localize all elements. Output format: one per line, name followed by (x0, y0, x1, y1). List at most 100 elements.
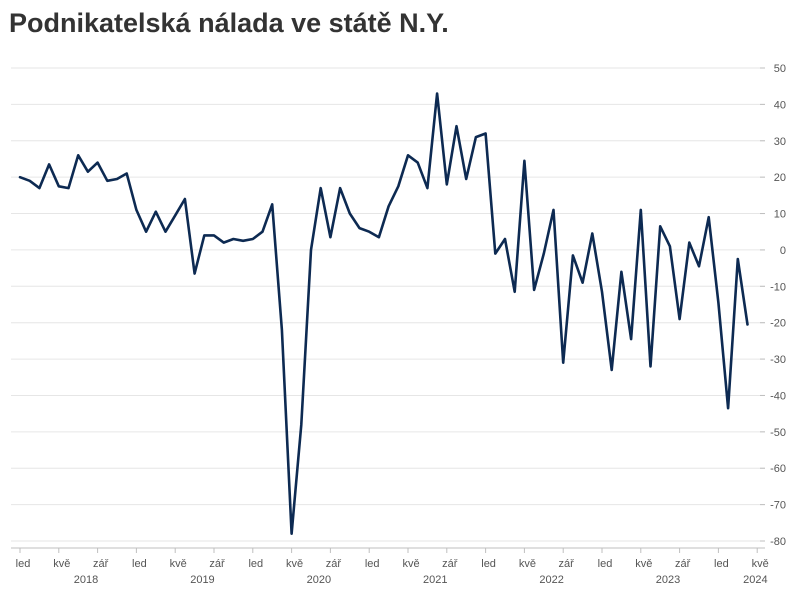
data-point (281, 329, 283, 331)
y-tick-label: -70 (770, 500, 786, 512)
series (18, 92, 749, 536)
data-point (261, 231, 263, 233)
data-point (514, 291, 516, 293)
data-point (611, 369, 613, 371)
data-point (58, 185, 60, 187)
data-point (737, 258, 739, 260)
data-point (630, 338, 632, 340)
data-point (678, 318, 680, 320)
data-point (465, 178, 467, 180)
gridlines (11, 67, 765, 542)
x-tick-label: zář (93, 558, 109, 570)
data-point (426, 187, 428, 189)
x-tick-label: zář (442, 558, 458, 570)
y-tick-label: -60 (770, 463, 786, 475)
y-tick-label: -30 (770, 354, 786, 366)
x-year-label: 2022 (539, 574, 563, 586)
x-year-label: 2023 (656, 574, 680, 586)
x-year-label: 2021 (423, 574, 447, 586)
data-point (106, 180, 108, 182)
data-point (543, 252, 545, 254)
x-year-label: 2018 (74, 574, 98, 586)
data-point (193, 272, 195, 274)
x-tick-label: led (714, 558, 729, 570)
x-year-label: 2024 (743, 574, 767, 586)
y-tick-label: 10 (774, 209, 786, 221)
data-point (135, 209, 137, 211)
data-point (378, 236, 380, 238)
series-line (18, 92, 749, 536)
data-point (649, 365, 651, 367)
data-point (358, 227, 360, 229)
data-point (203, 234, 205, 236)
data-point (533, 289, 535, 291)
data-point (96, 161, 98, 163)
data-point (29, 180, 31, 182)
data-point (232, 238, 234, 240)
x-tick-label: kvě (53, 558, 70, 570)
data-point (320, 187, 322, 189)
y-tick-label: -10 (770, 281, 786, 293)
data-point (87, 171, 89, 173)
data-point (717, 302, 719, 304)
x-year-label: 2020 (307, 574, 331, 586)
x-tick-label: kvě (170, 558, 187, 570)
data-point (620, 271, 622, 273)
data-point (271, 203, 273, 205)
data-point (659, 225, 661, 227)
x-tick-label: kvě (752, 558, 769, 570)
data-point (446, 183, 448, 185)
x-tick-label: kvě (519, 558, 536, 570)
x-tick-label: kvě (402, 558, 419, 570)
chart-title: Podnikatelská nálada ve státě N.Y. (9, 8, 449, 38)
data-point (223, 241, 225, 243)
data-point (155, 211, 157, 213)
data-point (727, 407, 729, 409)
data-point (417, 161, 419, 163)
data-point (746, 323, 748, 325)
data-point (116, 178, 118, 180)
data-point (38, 187, 40, 189)
data-point (174, 214, 176, 216)
x-tick-label: zář (326, 558, 342, 570)
data-point (242, 240, 244, 242)
data-point (523, 160, 525, 162)
x-axis: led kvě zář led kvě zář led kvě zář led kvě zář led k… (11, 547, 769, 586)
data-point (475, 136, 477, 138)
data-point (67, 187, 69, 189)
data-point (368, 231, 370, 233)
y-tick-label: 0 (780, 245, 786, 257)
x-tick-label: led (598, 558, 613, 570)
data-point (300, 423, 302, 425)
data-point (339, 187, 341, 189)
data-point (688, 241, 690, 243)
data-point (572, 254, 574, 256)
data-point (213, 234, 215, 236)
data-point (504, 238, 506, 240)
data-point (77, 154, 79, 156)
x-tick-label: kvě (635, 558, 652, 570)
y-tick-label: -20 (770, 318, 786, 330)
y-axis: 50 40 30 20 10 0 -10 -20 -30 -40 -50 -60 -70 -80 (760, 63, 786, 548)
data-point (581, 282, 583, 284)
data-point (698, 265, 700, 267)
data-point (349, 212, 351, 214)
data-point (407, 154, 409, 156)
data-point (310, 249, 312, 251)
x-tick-label: led (365, 558, 380, 570)
data-point (455, 125, 457, 127)
data-point (19, 176, 21, 178)
data-point (708, 216, 710, 218)
x-tick-label: kvě (286, 558, 303, 570)
x-tick-label: zář (559, 558, 575, 570)
data-point (562, 362, 564, 364)
x-tick-label: led (248, 558, 263, 570)
data-point (252, 238, 254, 240)
data-point (669, 245, 671, 247)
x-tick-label: led (16, 558, 31, 570)
data-point (387, 205, 389, 207)
data-point (184, 198, 186, 200)
x-tick-label: led (132, 558, 147, 570)
y-tick-label: 20 (774, 172, 786, 184)
data-point (397, 185, 399, 187)
